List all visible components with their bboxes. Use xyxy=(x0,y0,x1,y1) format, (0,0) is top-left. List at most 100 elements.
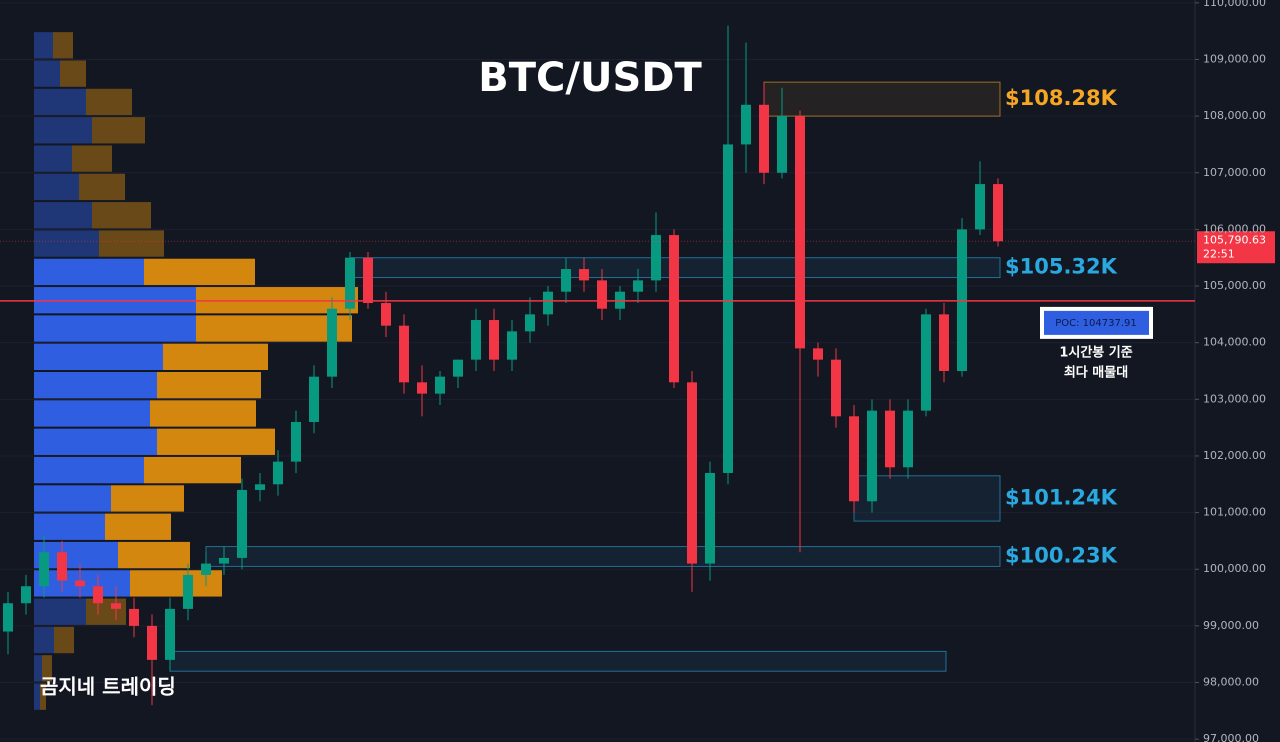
candle-body xyxy=(597,280,607,309)
profile-sell xyxy=(196,315,352,342)
profile-buy xyxy=(34,343,163,370)
profile-sell xyxy=(79,173,125,201)
zone-label: $101.24K xyxy=(1005,485,1118,509)
candle-body xyxy=(453,359,463,377)
zone xyxy=(169,650,947,672)
profile-sell xyxy=(40,683,46,710)
candle-body xyxy=(885,410,895,468)
profile-sell xyxy=(54,626,74,654)
profile-buy xyxy=(34,230,99,257)
profile-sell xyxy=(92,202,151,229)
candle-body xyxy=(777,116,787,173)
candle-body xyxy=(507,331,517,360)
watermark: 곰지네 트레이딩 xyxy=(40,675,176,699)
candle-body xyxy=(3,603,13,632)
candle-body xyxy=(633,280,643,292)
candle-body xyxy=(39,552,49,587)
profile-buy xyxy=(34,400,150,427)
y-tick-label: 107,000.00 xyxy=(1203,166,1266,179)
y-tick-label: 110,000.00 xyxy=(1203,0,1266,9)
candle-body xyxy=(561,269,571,292)
candle-body xyxy=(795,116,805,349)
profile-buy xyxy=(34,513,105,540)
candle-body xyxy=(993,184,1003,242)
profile-buy xyxy=(34,173,79,201)
profile-sell xyxy=(86,598,126,625)
zone-label: $105.32K xyxy=(1005,255,1118,279)
candle-body xyxy=(579,269,589,281)
y-tick-label: 101,000.00 xyxy=(1203,506,1266,519)
y-tick-label: 103,000.00 xyxy=(1203,392,1266,405)
candles xyxy=(3,25,1003,706)
zones: $108.28K $105.32K $101.24K $100.23K xyxy=(169,81,1118,672)
y-tick-label: 109,000.00 xyxy=(1203,52,1266,65)
zone xyxy=(205,546,1001,567)
candle-body xyxy=(525,314,535,332)
candle-body xyxy=(219,557,229,564)
profile-buy xyxy=(34,428,157,455)
profile-buy xyxy=(34,145,72,172)
countdown: 22:51 xyxy=(1203,247,1235,260)
profile-sell xyxy=(86,88,132,116)
profile-sell xyxy=(150,400,256,427)
candle-body xyxy=(183,574,193,609)
candle-body xyxy=(291,421,301,462)
candle-body xyxy=(705,472,715,564)
y-tick-label: 99,000.00 xyxy=(1203,619,1259,632)
profile-buy xyxy=(34,456,144,484)
profile-buy xyxy=(34,683,40,710)
profile-sell xyxy=(118,541,190,569)
zone-label: $100.23K xyxy=(1005,544,1118,568)
profile-buy xyxy=(34,258,144,286)
candle-body xyxy=(273,461,283,485)
profile-sell xyxy=(144,456,241,484)
profile-sell xyxy=(60,60,86,87)
zone xyxy=(763,81,1001,117)
candle-body xyxy=(543,291,553,315)
candle-body xyxy=(669,235,679,383)
profile-sell xyxy=(144,258,255,286)
candle-body xyxy=(345,257,355,309)
candle-body xyxy=(165,608,175,660)
y-tick-label: 102,000.00 xyxy=(1203,449,1266,462)
candle-body xyxy=(867,410,877,502)
y-tick-label: 105,000.00 xyxy=(1203,279,1266,292)
y-tick-label: 106,000.00 xyxy=(1203,222,1266,235)
candle-body xyxy=(309,376,319,422)
profile-sell xyxy=(163,343,268,370)
candle-body xyxy=(237,489,247,558)
profile-sell xyxy=(42,655,52,682)
candle-body xyxy=(921,314,931,411)
profile-buy xyxy=(34,88,86,116)
candle-body xyxy=(93,586,103,604)
zone xyxy=(853,475,1001,522)
profile-buy xyxy=(34,372,157,399)
poc-note: 1시간봉 기준 xyxy=(1059,344,1132,360)
profile-sell xyxy=(99,230,164,257)
candle-body xyxy=(651,235,661,281)
candle-body xyxy=(939,314,949,371)
candle-body xyxy=(147,625,157,660)
candle-body xyxy=(813,348,823,360)
last-price-label: 105,790.63 xyxy=(1203,233,1266,246)
candle-body xyxy=(201,563,211,575)
poc-box xyxy=(1044,310,1149,335)
profile-sell xyxy=(157,428,275,455)
candle-body xyxy=(417,382,427,394)
candle-body xyxy=(381,303,391,326)
poc-label: POC: 104737.91 xyxy=(1055,318,1137,329)
last-price-box xyxy=(1197,231,1275,264)
candle-body xyxy=(687,382,697,564)
poc-note: 최다 매물대 xyxy=(1064,364,1128,380)
candle-body xyxy=(75,580,85,587)
profile-sell xyxy=(72,145,112,172)
candle-body xyxy=(489,320,499,360)
candle-body xyxy=(255,484,265,490)
profile-sell xyxy=(105,513,171,540)
candle-body xyxy=(741,104,751,145)
profile-buy xyxy=(34,60,60,87)
profile-sell xyxy=(53,32,73,59)
candle-body xyxy=(471,320,481,360)
